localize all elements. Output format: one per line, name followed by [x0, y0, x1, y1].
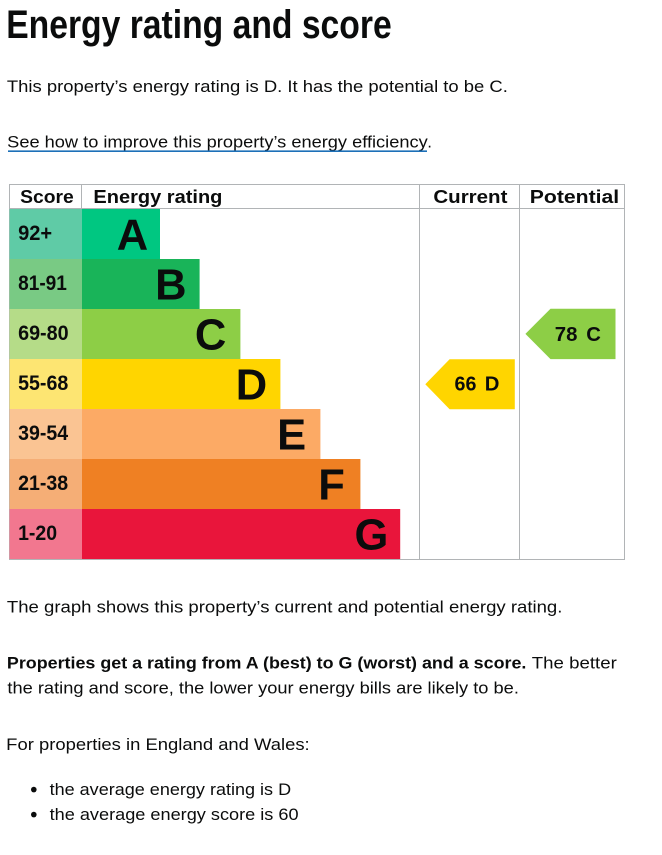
- svg-text:See how to improve this proper: See how to improve this property’s energ…: [7, 132, 428, 151]
- svg-text:This property’s energy rating: This property’s energy rating is D. It h…: [7, 77, 508, 96]
- svg-text:C: C: [586, 324, 601, 346]
- svg-text:55-68: 55-68: [18, 371, 68, 395]
- svg-text:Properties get a rating from A: Properties get a rating from A (best) to…: [7, 653, 527, 672]
- svg-text:Energy rating: Energy rating: [93, 186, 222, 207]
- svg-text:1-20: 1-20: [18, 521, 57, 545]
- svg-text:F: F: [318, 461, 345, 509]
- svg-text:92+: 92+: [18, 221, 52, 245]
- svg-text:.: .: [427, 132, 432, 151]
- svg-text:The better: The better: [532, 653, 617, 672]
- svg-text:B: B: [155, 261, 186, 309]
- svg-text:For properties in England and: For properties in England and Wales:: [6, 735, 310, 754]
- svg-text:G: G: [354, 511, 388, 559]
- svg-text:A: A: [117, 211, 148, 259]
- svg-text:21-38: 21-38: [18, 471, 68, 495]
- svg-text:the rating and score, the lowe: the rating and score, the lower your ene…: [7, 678, 519, 697]
- svg-text:D: D: [236, 361, 267, 409]
- svg-text:Score: Score: [20, 186, 73, 207]
- svg-text:C: C: [195, 311, 226, 359]
- svg-text:the average energy score is 60: the average energy score is 60: [50, 805, 299, 824]
- svg-text:69-80: 69-80: [18, 321, 69, 345]
- svg-text:E: E: [277, 411, 306, 459]
- svg-text:81-91: 81-91: [18, 271, 67, 295]
- svg-text:the average energy rating is D: the average energy rating is D: [50, 780, 292, 799]
- svg-text:The graph shows this property’: The graph shows this property’s current …: [7, 597, 563, 616]
- svg-text:Energy rating and score: Energy rating and score: [6, 3, 392, 47]
- svg-text:39-54: 39-54: [18, 421, 68, 445]
- svg-text:Current: Current: [433, 186, 508, 207]
- svg-text:66: 66: [455, 374, 477, 396]
- svg-text:D: D: [485, 374, 500, 396]
- svg-text:78: 78: [555, 324, 578, 346]
- svg-text:Potential: Potential: [530, 186, 619, 207]
